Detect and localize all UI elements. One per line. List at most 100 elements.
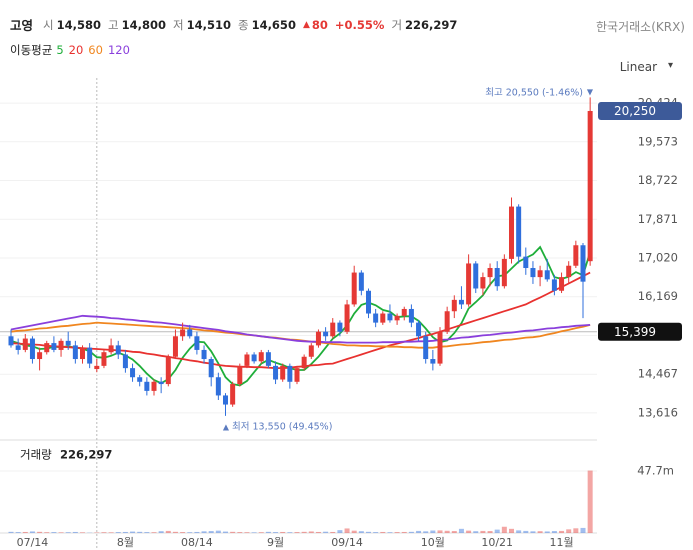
volume-bar bbox=[244, 532, 250, 533]
candle-body bbox=[351, 272, 357, 305]
x-tick-label: 08/14 bbox=[181, 536, 213, 549]
candle-body bbox=[273, 365, 279, 380]
volume-bar bbox=[466, 530, 472, 533]
ohlc-label: 시 bbox=[43, 17, 54, 32]
candle-body bbox=[501, 258, 507, 287]
candle-body bbox=[337, 322, 343, 332]
volume-title: 거래량 bbox=[20, 448, 52, 462]
ohlc-value: 14,580 bbox=[56, 17, 101, 32]
volume-bar bbox=[587, 470, 593, 533]
volume-bar bbox=[273, 532, 279, 533]
volume-bar bbox=[358, 531, 364, 533]
candle-body bbox=[315, 331, 321, 346]
volume-bar bbox=[423, 531, 429, 533]
ohlc-label: 고 bbox=[108, 17, 119, 32]
candle-body bbox=[430, 359, 436, 364]
volume-bar bbox=[437, 530, 443, 533]
candle-body bbox=[144, 381, 150, 391]
y-tick-label: 13,616 bbox=[638, 405, 678, 419]
candle-body bbox=[72, 345, 78, 360]
volume-bar bbox=[230, 531, 236, 533]
candle-body bbox=[401, 308, 407, 316]
candle-body bbox=[344, 304, 350, 332]
volume-bar bbox=[22, 531, 28, 533]
moving-average-line bbox=[10, 314, 591, 344]
x-tick-label: 10월 bbox=[421, 536, 445, 549]
volume-bar bbox=[473, 531, 479, 533]
volume-bar bbox=[387, 532, 393, 533]
candle-body bbox=[137, 377, 143, 382]
candle-body bbox=[437, 331, 443, 364]
legend-entry[interactable]: 120 bbox=[107, 43, 130, 57]
legend-entry[interactable]: 60 bbox=[88, 43, 103, 57]
volume-bar bbox=[130, 531, 136, 533]
volume-bar bbox=[29, 531, 35, 533]
candle-body bbox=[115, 345, 121, 355]
candle-body bbox=[180, 329, 186, 337]
change: 80 bbox=[311, 17, 328, 32]
price-badge bbox=[598, 322, 682, 341]
x-tick-label: 11월 bbox=[549, 536, 573, 549]
candle-body bbox=[108, 345, 114, 353]
scale-selector[interactable]: Linear bbox=[619, 60, 657, 74]
x-tick-label: 8월 bbox=[117, 536, 134, 549]
change-pct: +0.55% bbox=[334, 17, 385, 32]
volume-value: 226,297 bbox=[405, 17, 458, 32]
y-tick-label: 14,467 bbox=[638, 367, 678, 381]
labels: 13,61614,46715,31816,16917,02017,87118,7… bbox=[17, 96, 682, 549]
candle-body bbox=[308, 345, 314, 357]
volume-bar bbox=[158, 531, 164, 533]
volume-bar bbox=[366, 531, 371, 533]
volume-bar bbox=[487, 531, 493, 533]
volume-bar bbox=[151, 532, 157, 533]
candle-body bbox=[8, 336, 14, 346]
volume-bar bbox=[287, 532, 293, 533]
stock-name: 고영 bbox=[10, 18, 34, 33]
volume-bar bbox=[37, 531, 43, 533]
candle-body bbox=[358, 272, 364, 291]
legend-entry[interactable]: 5 bbox=[56, 43, 64, 57]
candle-body bbox=[559, 277, 565, 291]
volume-bar bbox=[15, 532, 21, 533]
volume-current: 226,297 bbox=[60, 448, 112, 462]
low-arrow: ▲ bbox=[223, 423, 230, 432]
ohlc-value: 14,800 bbox=[121, 17, 166, 32]
candle-body bbox=[172, 336, 178, 357]
volume-bar bbox=[494, 529, 500, 533]
volume-bar bbox=[573, 528, 579, 533]
legend-entry[interactable]: 20 bbox=[68, 43, 84, 57]
exchange: 한국거래소(KRX) bbox=[596, 20, 685, 34]
volume-bar bbox=[401, 531, 407, 533]
candle-body bbox=[130, 368, 136, 378]
candle-body bbox=[94, 365, 100, 370]
volume-bar bbox=[294, 532, 300, 533]
volume-bar bbox=[165, 530, 171, 533]
candle-body bbox=[466, 263, 472, 305]
candle-body bbox=[265, 352, 271, 366]
candle-body bbox=[37, 352, 43, 360]
ohlc-label: 종 bbox=[237, 17, 249, 32]
volume-bar bbox=[237, 532, 243, 533]
volume-bar bbox=[444, 530, 450, 533]
candle-body bbox=[530, 268, 536, 278]
volume-bar bbox=[380, 531, 386, 533]
candle-body bbox=[580, 245, 586, 282]
candle-body bbox=[58, 340, 64, 350]
volume-bar bbox=[408, 531, 414, 533]
candle-body bbox=[15, 345, 21, 350]
candle-body bbox=[158, 381, 164, 385]
volume-bar bbox=[501, 526, 507, 533]
ohlc-value: 14,650 bbox=[251, 17, 296, 32]
volume-bar bbox=[509, 528, 514, 533]
candle-body bbox=[394, 315, 400, 321]
volume-bar bbox=[65, 532, 71, 533]
candle-body bbox=[416, 322, 422, 337]
price-badge bbox=[598, 101, 682, 120]
scale-caret[interactable]: ▾ bbox=[667, 60, 673, 71]
low-annotation: 최저 13,550 (49.45%) bbox=[232, 422, 332, 433]
change-arrow: ▲ bbox=[302, 19, 310, 30]
volume-bar bbox=[344, 528, 350, 533]
volume-bar bbox=[44, 532, 50, 533]
candle-body bbox=[294, 368, 300, 382]
